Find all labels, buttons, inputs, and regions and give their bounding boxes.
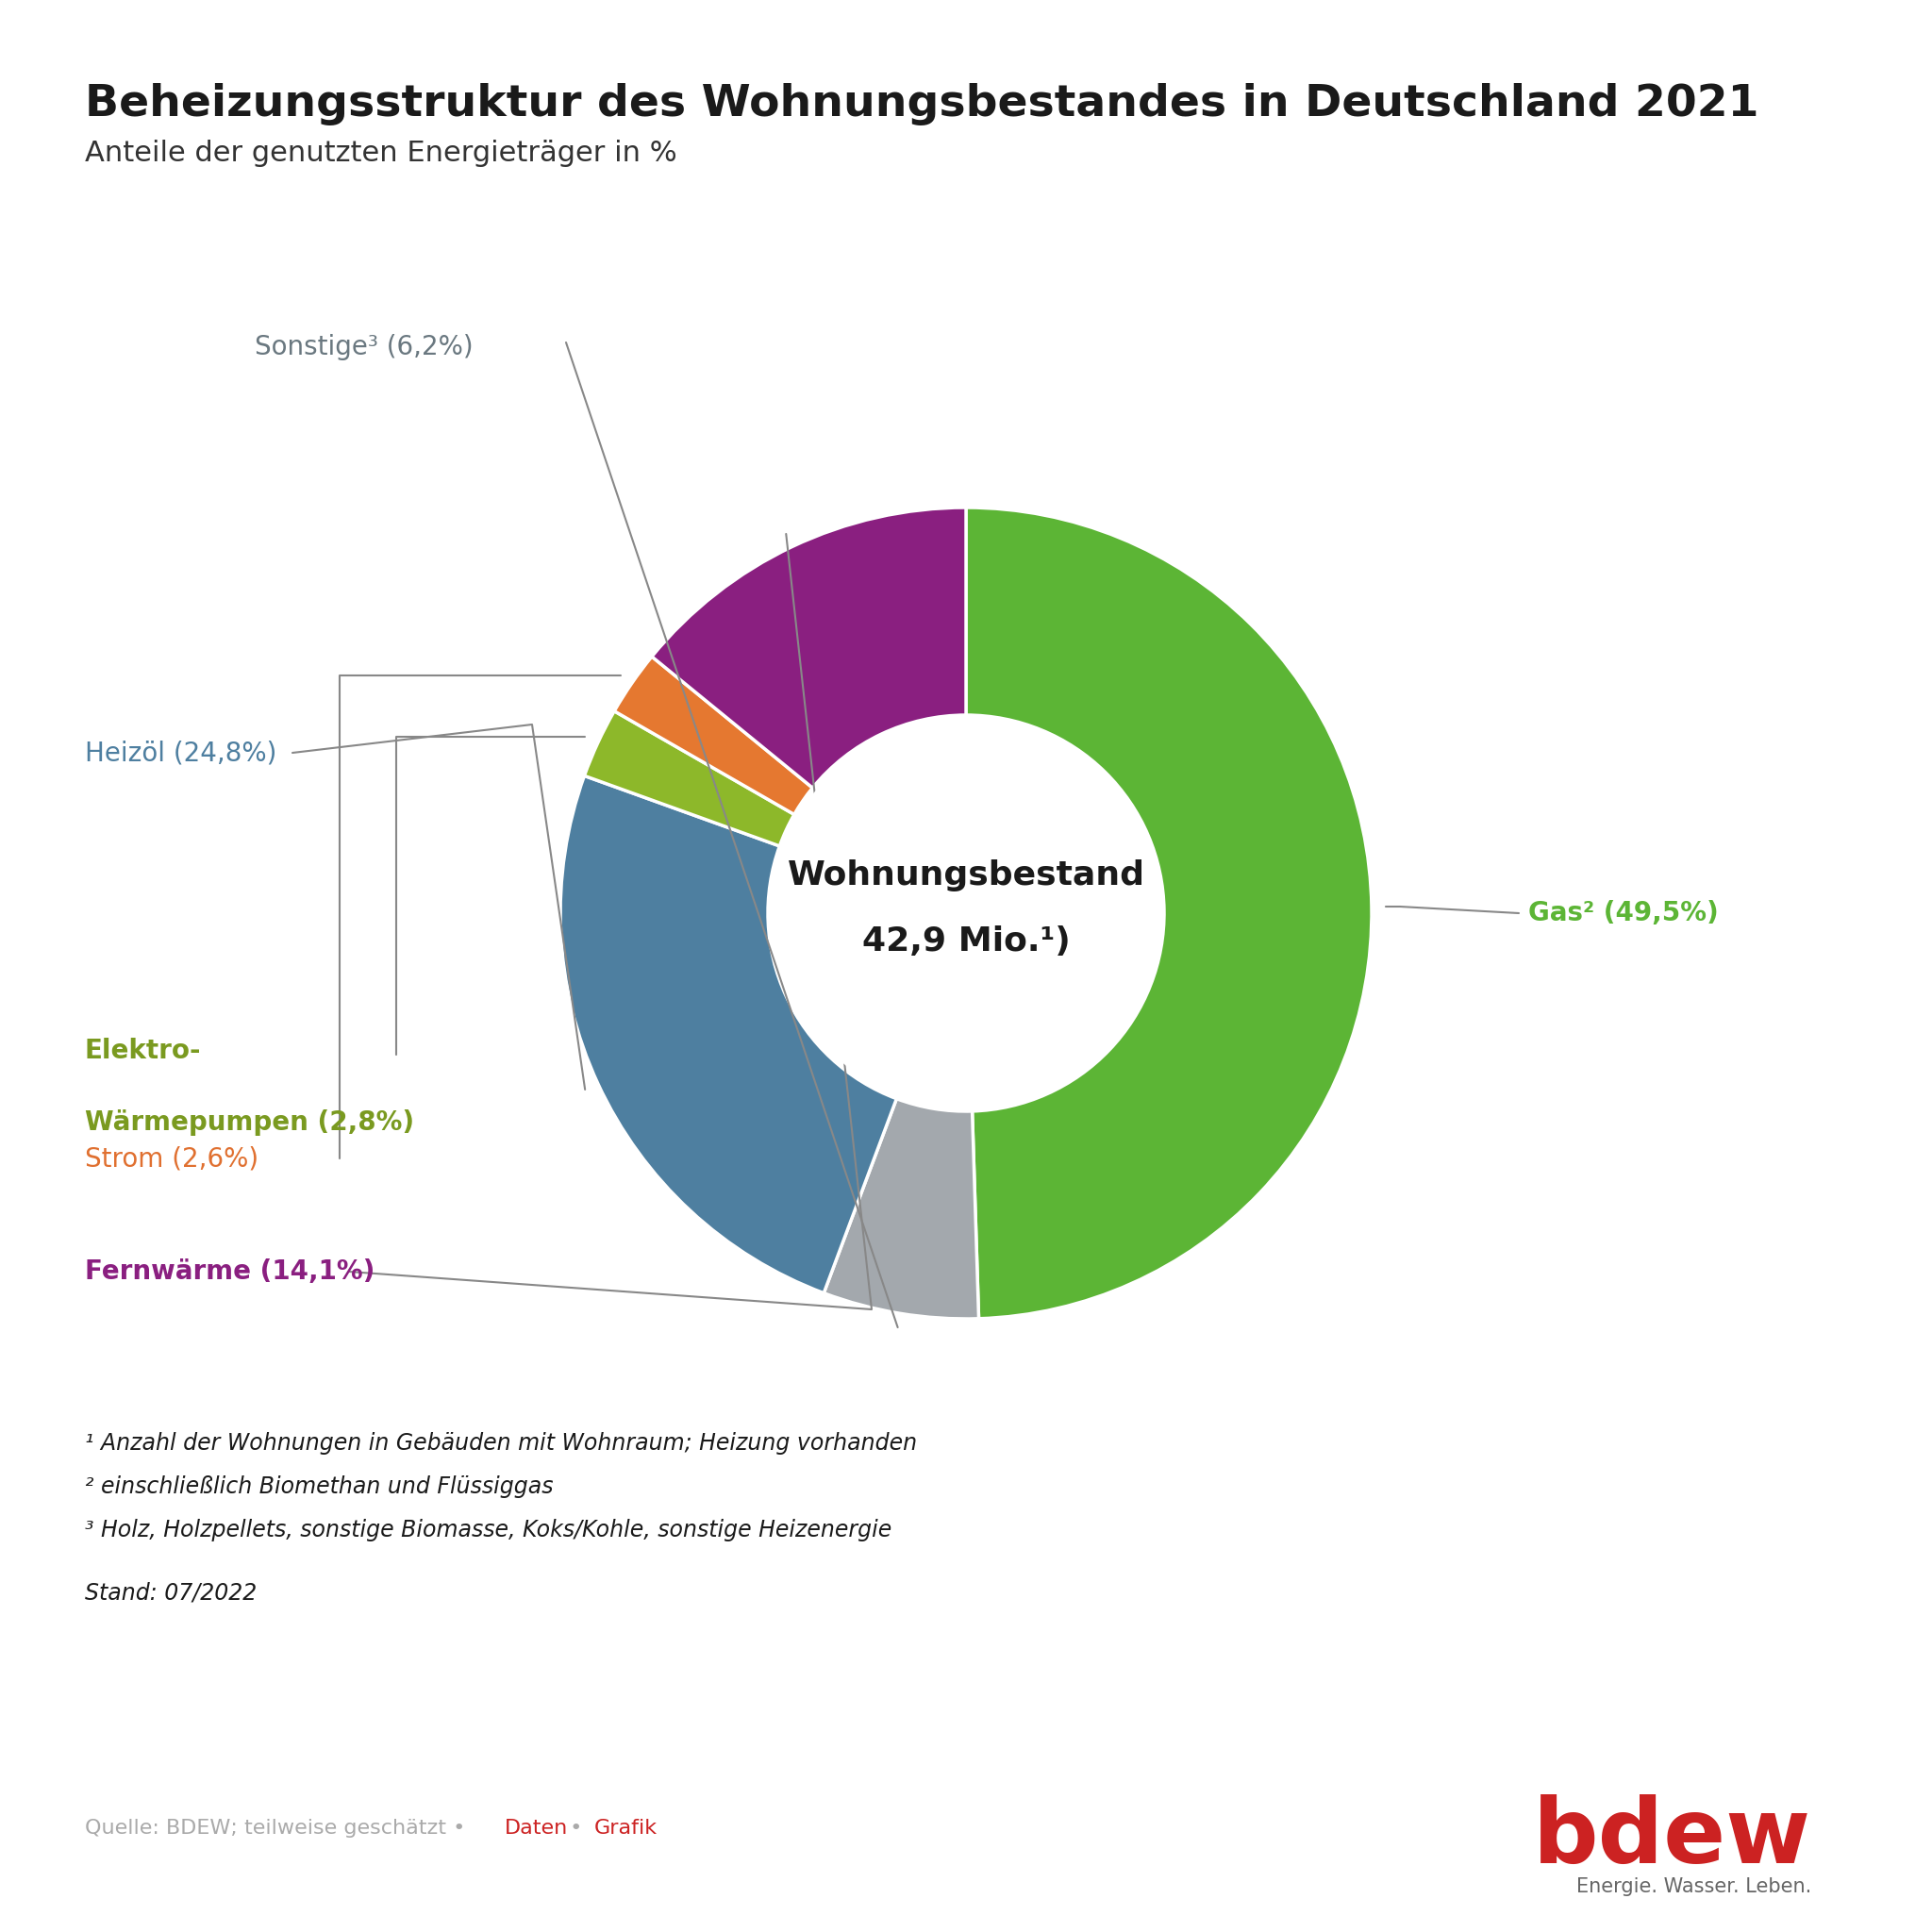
Text: Anteile der genutzten Energieträger in %: Anteile der genutzten Energieträger in % [85, 139, 676, 166]
Text: Beheizungsstruktur des Wohnungsbestandes in Deutschland 2021: Beheizungsstruktur des Wohnungsbestandes… [85, 83, 1758, 126]
Text: bdew: bdew [1532, 1793, 1812, 1882]
Text: Elektro-: Elektro- [85, 1037, 201, 1065]
Wedge shape [966, 508, 1372, 1320]
Text: Gas² (49,5%): Gas² (49,5%) [1528, 900, 1719, 925]
Wedge shape [560, 777, 896, 1293]
Wedge shape [651, 508, 966, 788]
Text: Stand: 07/2022: Stand: 07/2022 [85, 1580, 257, 1604]
Circle shape [773, 721, 1159, 1107]
Text: Daten: Daten [504, 1818, 568, 1837]
Text: Heizöl (24,8%): Heizöl (24,8%) [85, 740, 276, 765]
Text: Energie. Wasser. Leben.: Energie. Wasser. Leben. [1577, 1878, 1812, 1895]
Wedge shape [583, 711, 794, 846]
Text: Wohnungsbestand: Wohnungsbestand [786, 860, 1146, 891]
Wedge shape [823, 1099, 980, 1320]
Text: ² einschließlich Biomethan und Flüssiggas: ² einschließlich Biomethan und Flüssigga… [85, 1476, 553, 1497]
Text: ¹ Anzahl der Wohnungen in Gebäuden mit Wohnraum; Heizung vorhanden: ¹ Anzahl der Wohnungen in Gebäuden mit W… [85, 1432, 918, 1455]
Text: Quelle: BDEW; teilweise geschätzt •: Quelle: BDEW; teilweise geschätzt • [85, 1818, 471, 1837]
Text: ³ Holz, Holzpellets, sonstige Biomasse, Koks/Kohle, sonstige Heizenergie: ³ Holz, Holzpellets, sonstige Biomasse, … [85, 1519, 893, 1542]
Text: Sonstige³ (6,2%): Sonstige³ (6,2%) [255, 334, 473, 361]
Text: Wärmepumpen (2,8%): Wärmepumpen (2,8%) [85, 1109, 413, 1136]
Text: Fernwärme (14,1%): Fernwärme (14,1%) [85, 1258, 375, 1285]
Text: •: • [564, 1818, 589, 1837]
Wedge shape [614, 657, 813, 815]
Text: Strom (2,6%): Strom (2,6%) [85, 1146, 259, 1171]
Text: 42,9 Mio.¹): 42,9 Mio.¹) [862, 925, 1070, 958]
Text: Grafik: Grafik [595, 1818, 657, 1837]
